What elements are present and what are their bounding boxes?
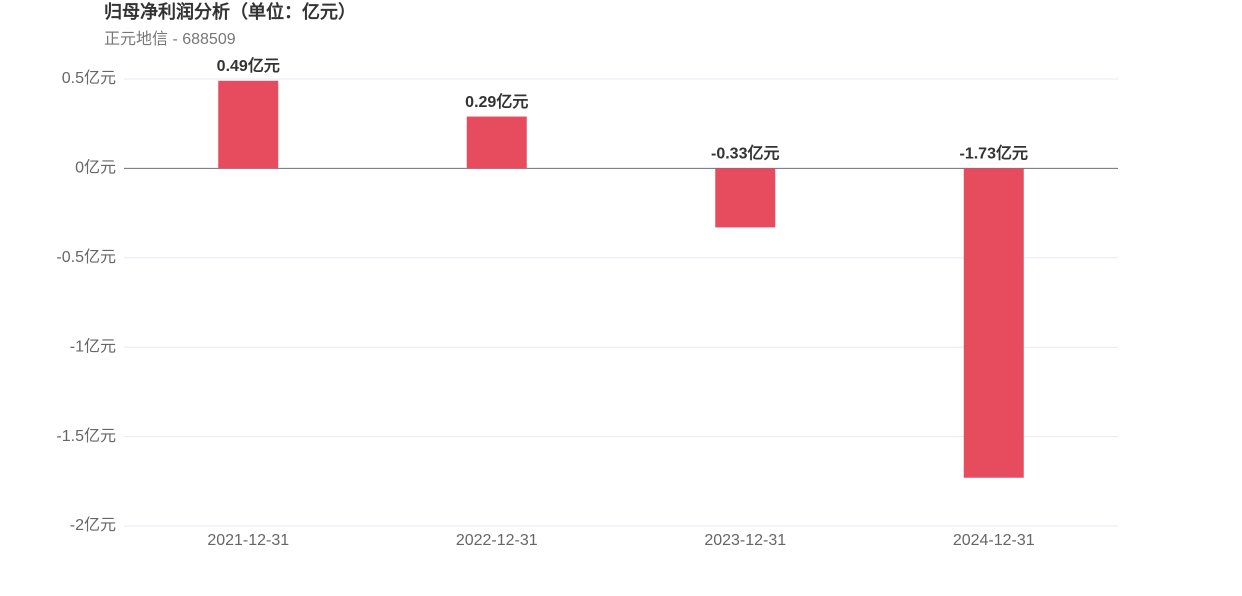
- value-label: -0.33亿元: [711, 144, 779, 163]
- y-tick-label: -1.5亿元: [56, 427, 116, 445]
- x-tick-label: 2023-12-31: [704, 532, 786, 549]
- x-tick-label: 2021-12-31: [207, 532, 289, 549]
- chart-subtitle: 正元地信 - 688509: [104, 30, 236, 48]
- y-tick-label: -2亿元: [70, 516, 116, 534]
- x-tick-label: 2022-12-31: [456, 532, 538, 549]
- y-tick-label: -1亿元: [70, 337, 116, 355]
- bar: [963, 168, 1024, 478]
- y-tick-label: 0亿元: [75, 159, 116, 177]
- y-tick-label: -0.5亿元: [56, 248, 116, 266]
- value-label: -1.73亿元: [960, 144, 1028, 163]
- bar: [466, 116, 527, 169]
- bar: [715, 168, 776, 228]
- value-label: 0.49亿元: [217, 56, 280, 75]
- x-tick-label: 2024-12-31: [953, 532, 1035, 549]
- bar: [218, 80, 279, 169]
- chart-title: 归母净利润分析（单位：亿元）: [104, 1, 356, 22]
- y-tick-label: 0.5亿元: [62, 69, 116, 87]
- value-label: 0.29亿元: [465, 92, 528, 111]
